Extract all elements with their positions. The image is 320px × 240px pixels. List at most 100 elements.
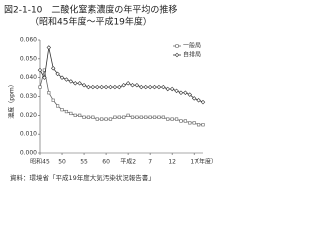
series-line — [39, 47, 204, 103]
legend-label: 一般局 — [183, 42, 201, 50]
point — [91, 115, 95, 119]
point — [37, 67, 43, 73]
point — [143, 84, 148, 90]
point — [56, 104, 60, 108]
point — [196, 98, 201, 103]
x-axis-label: （年度） — [193, 158, 217, 166]
point — [73, 113, 77, 117]
point — [113, 115, 117, 119]
point — [191, 96, 197, 101]
point — [126, 113, 130, 117]
point — [135, 115, 139, 119]
x-tick-label: 12 — [168, 159, 176, 166]
y-tick-label: 0.000 — [20, 150, 37, 157]
point — [100, 117, 104, 121]
point — [108, 84, 113, 90]
point — [68, 79, 74, 84]
x-tick-label: 60 — [102, 159, 110, 166]
x-tick-label: 昭和45 — [30, 158, 50, 166]
point — [183, 90, 188, 95]
point — [139, 84, 144, 90]
point — [147, 84, 153, 90]
legend-label: 自排局 — [183, 51, 201, 59]
point — [144, 115, 148, 119]
point — [166, 117, 170, 121]
point — [170, 117, 174, 121]
point — [82, 115, 86, 119]
point — [50, 66, 56, 71]
point — [152, 115, 157, 119]
point — [174, 117, 179, 121]
point — [183, 119, 187, 123]
point — [125, 81, 131, 86]
point — [77, 81, 82, 86]
point — [69, 111, 73, 116]
point — [86, 84, 91, 90]
page: {"chart_data": {"type": "line", "title":… — [4, 3, 218, 183]
point — [90, 84, 96, 90]
point — [174, 88, 179, 94]
point — [200, 99, 206, 105]
point — [152, 84, 157, 90]
point — [201, 123, 205, 127]
point — [42, 75, 47, 80]
y-axis-label: 濃度（ppm） — [8, 81, 16, 118]
y-tick-label: 0.030 — [20, 93, 37, 100]
point — [130, 82, 135, 88]
y-tick-label: 0.040 — [20, 74, 37, 81]
point — [104, 117, 108, 121]
source: 資料：環境省「平成19年度大気汚染状況報告書」 — [10, 173, 155, 182]
chart-subtitle: （昭和45年度～平成19年度） — [30, 16, 152, 28]
y-tick-label: 0.060 — [20, 37, 37, 44]
point — [174, 52, 180, 58]
point — [157, 115, 161, 119]
point — [47, 91, 51, 95]
y-tick-label: 0.020 — [20, 112, 37, 119]
point — [122, 115, 126, 119]
point — [148, 115, 152, 119]
point — [108, 117, 113, 121]
point — [196, 123, 201, 127]
point — [78, 113, 82, 117]
chart: 図2-1-10 二酸化窒素濃度の年平均の推移 （昭和45年度～平成19年度） 濃… — [4, 4, 217, 183]
point — [179, 119, 183, 123]
point — [55, 71, 60, 77]
point — [188, 121, 192, 125]
point — [86, 115, 91, 119]
point — [169, 86, 175, 92]
point — [95, 84, 100, 90]
point — [46, 45, 52, 50]
x-tick-label: 17 — [190, 159, 198, 166]
point — [134, 82, 140, 88]
y-tick-label: 0.010 — [20, 131, 37, 138]
point — [51, 98, 55, 102]
point — [178, 90, 184, 95]
point — [60, 108, 64, 112]
point — [156, 84, 162, 90]
point — [121, 82, 126, 88]
point — [103, 84, 109, 90]
y-tick-label: 0.050 — [20, 55, 37, 62]
x-tick-label: 50 — [58, 159, 66, 166]
point — [161, 84, 166, 90]
point — [139, 115, 143, 119]
x-tick-label: 7 — [148, 159, 152, 166]
point — [95, 117, 99, 121]
point — [64, 77, 69, 82]
point — [117, 115, 121, 119]
point — [175, 44, 179, 48]
point — [130, 115, 135, 119]
point — [59, 75, 65, 80]
point — [81, 82, 87, 88]
point — [117, 84, 122, 90]
point — [187, 92, 193, 97]
chart-title: 図2-1-10 二酸化窒素濃度の年平均の推移 — [4, 4, 177, 16]
point — [192, 121, 196, 125]
point — [161, 115, 165, 119]
point — [73, 81, 78, 86]
x-tick-label: 平成2 — [120, 158, 136, 166]
point — [38, 85, 42, 89]
point — [64, 109, 69, 114]
x-tick-label: 55 — [80, 159, 88, 166]
point — [99, 84, 104, 90]
